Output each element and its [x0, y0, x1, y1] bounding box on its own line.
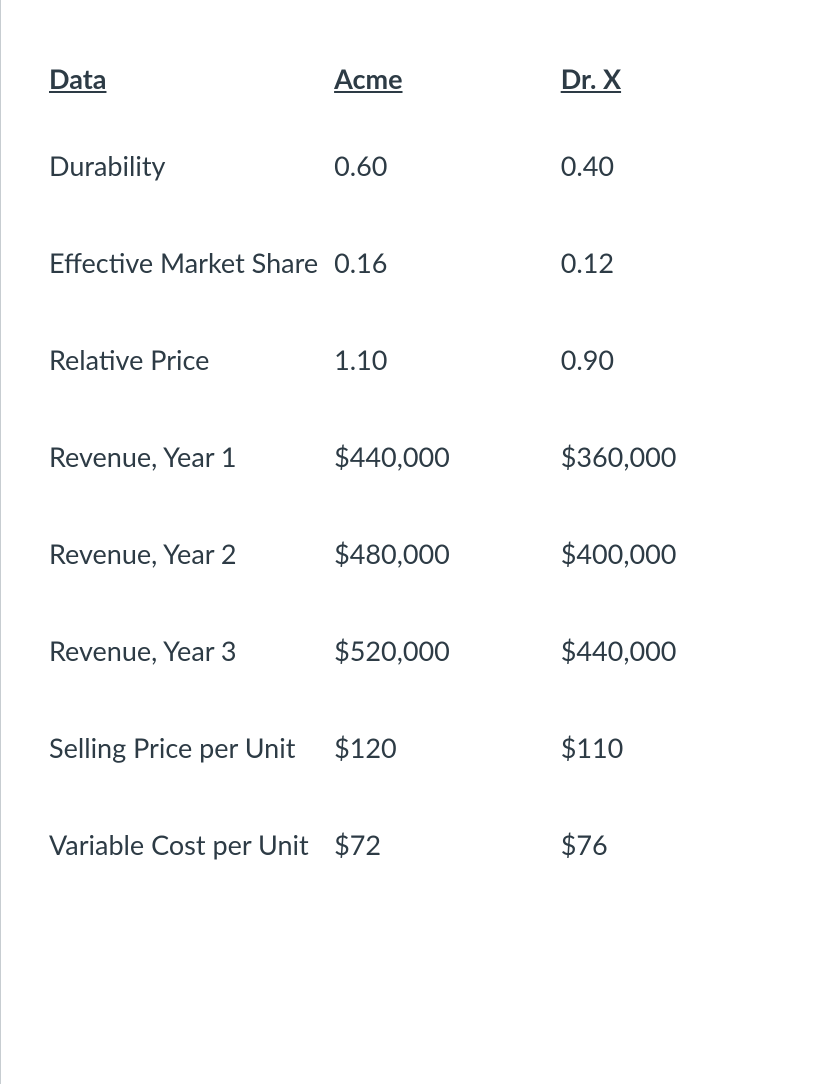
- table-row: Selling Price per Unit $120 $110: [49, 699, 780, 796]
- table-row: Variable Cost per Unit $72 $76: [49, 796, 780, 893]
- row-label: Durability: [49, 117, 334, 214]
- comparison-table: Data Acme Dr. X Durability 0.60 0.40 Eff…: [49, 40, 780, 893]
- table-row: Revenue, Year 2 $480,000 $400,000: [49, 505, 780, 602]
- acme-value: $120: [334, 699, 561, 796]
- row-label: Variable Cost per Unit: [49, 796, 334, 893]
- drx-value: $400,000: [561, 505, 780, 602]
- table-body: Durability 0.60 0.40 Effective Market Sh…: [49, 117, 780, 893]
- table-row: Revenue, Year 3 $520,000 $440,000: [49, 602, 780, 699]
- acme-value: $72: [334, 796, 561, 893]
- comparison-table-container: Data Acme Dr. X Durability 0.60 0.40 Eff…: [1, 0, 828, 933]
- acme-value: 0.60: [334, 117, 561, 214]
- table-row: Revenue, Year 1 $440,000 $360,000: [49, 408, 780, 505]
- acme-value: 1.10: [334, 311, 561, 408]
- acme-value: 0.16: [334, 214, 561, 311]
- column-header-acme: Acme: [334, 40, 561, 117]
- drx-value: $110: [561, 699, 780, 796]
- row-label: Selling Price per Unit: [49, 699, 334, 796]
- table-row: Relative Price 1.10 0.90: [49, 311, 780, 408]
- row-label: Revenue, Year 2: [49, 505, 334, 602]
- row-label: Effective Market Share: [49, 214, 334, 311]
- column-header-drx: Dr. X: [561, 40, 780, 117]
- drx-value: 0.12: [561, 214, 780, 311]
- acme-value: $520,000: [334, 602, 561, 699]
- acme-value: $440,000: [334, 408, 561, 505]
- acme-value: $480,000: [334, 505, 561, 602]
- drx-value: $440,000: [561, 602, 780, 699]
- row-label: Relative Price: [49, 311, 334, 408]
- table-row: Effective Market Share 0.16 0.12: [49, 214, 780, 311]
- drx-value: 0.40: [561, 117, 780, 214]
- row-label: Revenue, Year 3: [49, 602, 334, 699]
- drx-value: $76: [561, 796, 780, 893]
- row-label: Revenue, Year 1: [49, 408, 334, 505]
- drx-value: 0.90: [561, 311, 780, 408]
- table-row: Durability 0.60 0.40: [49, 117, 780, 214]
- table-header-row: Data Acme Dr. X: [49, 40, 780, 117]
- drx-value: $360,000: [561, 408, 780, 505]
- column-header-data: Data: [49, 40, 334, 117]
